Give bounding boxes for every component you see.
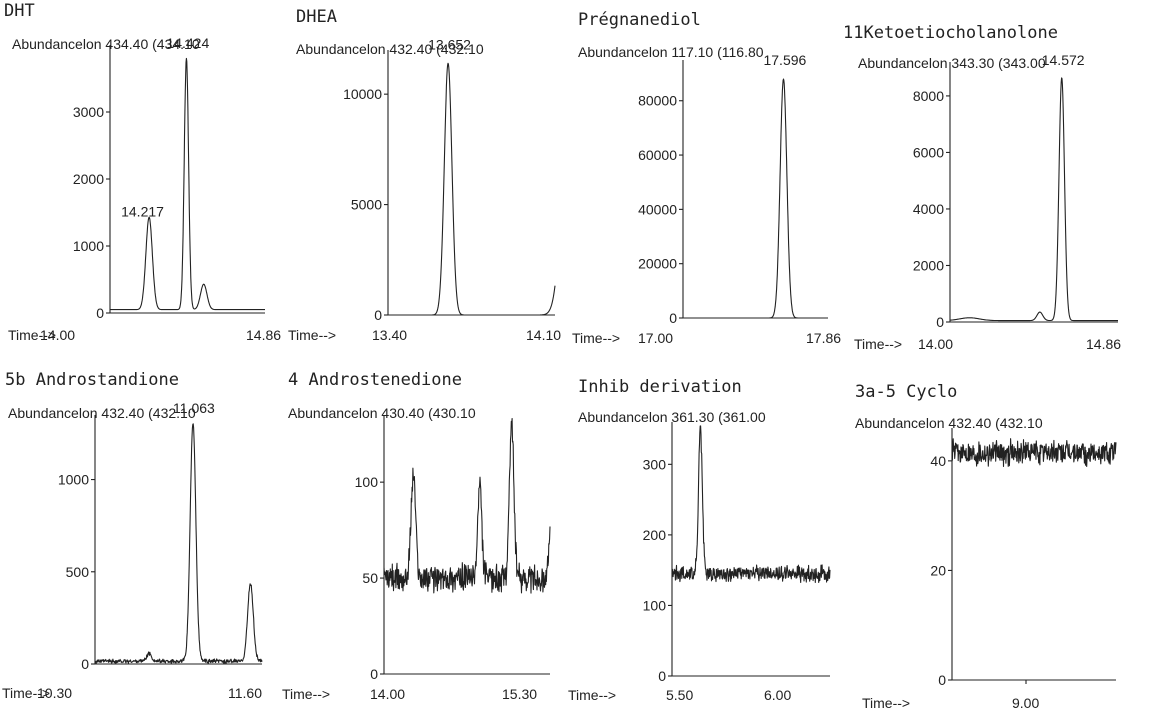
y-tick-label: 8000: [913, 88, 944, 104]
peak-label: 14.217: [121, 204, 164, 220]
y-tick-label: 4000: [913, 201, 944, 217]
y-tick-label: 20: [930, 562, 946, 578]
chromatogram-panel: 4 Androstenedione Abundancelon 430.40 (43…: [282, 370, 551, 702]
chromatogram-trace: [671, 425, 831, 584]
x-axis-label: Time-->: [862, 695, 910, 711]
y-tick-label: 0: [936, 314, 944, 330]
y-tick-label: 3000: [73, 104, 104, 120]
y-tick-label: 100: [355, 474, 379, 490]
chromatogram-panel: Prégnanediol Abundancelon 117.10 (116.80 0…: [572, 10, 841, 346]
panel-subtitle: Abundancelon 117.10 (116.80: [578, 44, 764, 60]
x-tick-label: 6.00: [764, 687, 791, 703]
chromatogram-trace: [94, 423, 263, 665]
panel-title: Inhib derivation: [578, 377, 742, 397]
x-tick-label: 9.00: [1012, 695, 1039, 711]
x-tick-label: 14.86: [246, 327, 281, 343]
x-axis-label: Time-->: [572, 330, 620, 346]
chromatogram-panel: DHT Abundancelon 434.40 (434.10 0 1000 2000 3…: [4, 1, 281, 343]
y-tick-label: 1000: [58, 472, 89, 488]
x-tick-label: 13.40: [372, 327, 407, 343]
x-tick-label: 17.00: [638, 330, 673, 346]
chromatogram-trace: [949, 77, 1119, 322]
peak-label: 11.063: [173, 400, 215, 416]
y-tick-label: 0: [669, 310, 677, 326]
panel-subtitle: Abundancelon 361.30 (361.00: [578, 409, 766, 425]
panel-title: 4 Androstenedione: [288, 370, 462, 390]
x-axis-label: Time-->: [2, 685, 50, 701]
y-tick-label: 0: [658, 668, 666, 684]
chromatogram-trace: [383, 417, 551, 594]
peak-label: 13.652: [428, 36, 471, 52]
y-tick-label: 5000: [351, 197, 382, 213]
y-tick-label: 300: [643, 456, 667, 472]
panel-subtitle: Abundancelon 432.40 (432.10: [8, 405, 196, 421]
y-tick-label: 0: [81, 656, 89, 672]
y-tick-label: 0: [374, 307, 382, 323]
y-tick-label: 60000: [638, 147, 677, 163]
x-tick-label: 14.10: [526, 327, 561, 343]
chromatogram-panel: 11Ketoetiocholanolone Abundancelon 343.30…: [843, 23, 1121, 352]
peak-label: 17.596: [763, 52, 806, 68]
x-axis-label: Time-->: [288, 327, 336, 343]
y-tick-label: 80000: [638, 93, 677, 109]
chromatogram-panel: 3a-5 Cyclo Abundancelon 432.40 (432.10 0 20…: [855, 382, 1117, 711]
y-tick-label: 10000: [343, 86, 382, 102]
chromatogram-trace: [387, 62, 556, 316]
y-tick-label: 500: [66, 564, 90, 580]
panel-subtitle: Abundancelon 432.40 (432.10: [855, 415, 1043, 431]
chromatogram-panel: 5b Androstandione Abundancelon 432.40 (43…: [2, 370, 263, 701]
panel-title: DHEA: [296, 7, 337, 27]
chromatogram-panel: DHEA Abundancelon 432.40 (432.10 0 5000 1000…: [288, 7, 561, 343]
panel-title: Prégnanediol: [578, 10, 701, 30]
y-tick-label: 50: [362, 570, 378, 586]
x-axis-label: Time-->: [568, 687, 616, 703]
x-tick-label: 17.86: [806, 330, 841, 346]
y-tick-label: 2000: [913, 257, 944, 273]
x-axis-label: Time-->: [854, 336, 902, 352]
y-tick-label: 6000: [913, 144, 944, 160]
y-tick-label: 0: [938, 672, 946, 688]
chromatogram-trace: [951, 438, 1117, 468]
panel-title: 5b Androstandione: [5, 370, 179, 390]
peak-label: 14.424: [166, 35, 209, 51]
panel-title: 11Ketoetiocholanolone: [843, 23, 1058, 43]
chromatogram-trace: [682, 78, 829, 319]
x-tick-label: 5.50: [666, 687, 693, 703]
x-tick-label: 14.86: [1086, 336, 1121, 352]
y-tick-label: 200: [643, 527, 667, 543]
y-tick-label: 100: [643, 597, 667, 613]
x-tick-label: 14.00: [918, 336, 953, 352]
x-tick-label: 14.00: [370, 686, 405, 702]
chromatogram-trace: [109, 57, 266, 311]
x-axis-label: Time-->: [8, 327, 56, 343]
y-tick-label: 1000: [73, 238, 104, 254]
y-tick-label: 2000: [73, 171, 104, 187]
y-tick-label: 40000: [638, 201, 677, 217]
panel-title: DHT: [4, 1, 35, 21]
x-tick-label: 11.60: [228, 685, 262, 701]
y-tick-label: 20000: [638, 256, 677, 272]
chromatogram-panel: Inhib derivation Abundancelon 361.30 (361…: [568, 377, 831, 703]
panel-subtitle: Abundancelon 432.40 (432.10: [296, 41, 484, 57]
y-tick-label: 0: [370, 666, 378, 682]
panel-subtitle: Abundancelon 430.40 (430.10: [288, 405, 476, 421]
x-tick-label: 14.00: [40, 327, 75, 343]
panel-title: 3a-5 Cyclo: [855, 382, 957, 402]
panel-subtitle: Abundancelon 343.30 (343.00: [858, 55, 1046, 71]
y-tick-label: 40: [930, 453, 946, 469]
x-tick-label: 10.30: [37, 685, 72, 701]
x-axis-label: Time-->: [282, 686, 330, 702]
x-tick-label: 15.30: [502, 686, 537, 702]
peak-label: 14.572: [1042, 52, 1085, 68]
y-tick-label: 0: [96, 305, 104, 321]
panel-subtitle: Abundancelon 434.40 (434.10: [12, 36, 200, 52]
